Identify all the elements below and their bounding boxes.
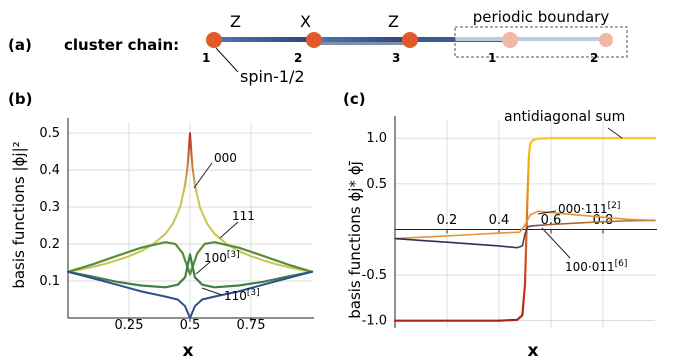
- c-annotation-000-111: 000·111[2]: [558, 201, 620, 216]
- site-number-2: 2: [294, 51, 302, 65]
- panel-a-label: (a): [8, 36, 32, 54]
- spin-pointer-line: [215, 47, 239, 73]
- b-y-tick-label-0: 0.1: [39, 274, 60, 289]
- site-node-1: [206, 32, 222, 48]
- chain-bonds: [214, 37, 605, 45]
- panel-c-series: [393, 137, 657, 322]
- panel-b-xlabel: x: [183, 341, 194, 361]
- c-y-tick-label-3: 1.0: [366, 131, 387, 146]
- c-y-tick-label-0: -1.0: [362, 314, 387, 329]
- site-node-3: [402, 32, 418, 48]
- ghost-node-2: [599, 33, 613, 47]
- panel-c-annotations: antidiagonal sum 000·111[2] 100·011[6]: [504, 109, 627, 274]
- b-annotation-leader-100: [195, 261, 211, 275]
- c-series-antidiagonal-sum: [393, 137, 657, 322]
- b-y-tick-label-2: 0.3: [39, 200, 60, 215]
- bond-2-3b: [314, 42, 410, 45]
- b-series-000: [67, 132, 313, 273]
- site-node-2: [306, 32, 322, 48]
- b-series-110-3-: [67, 270, 313, 319]
- panel-c-ylabel: basis functions ϕj* ϕj̄: [346, 161, 364, 319]
- panel-c-tick-labels: 0.2 0.4 0.6 0.8-1.0-0.50.51.0: [362, 131, 614, 328]
- b-series-100-3-: [66, 253, 314, 289]
- operator-x: X: [300, 12, 311, 31]
- panel-c-label: (c): [343, 90, 366, 108]
- b-x-tick-label-2: 0.75: [237, 318, 266, 333]
- b-y-tick-label-3: 0.4: [39, 163, 60, 178]
- ghost-node-1: [502, 32, 518, 48]
- c-annotation-leader-000-111: [537, 210, 557, 215]
- panel-a: (a) cluster chain: periodic boundary Z X…: [8, 8, 628, 86]
- periodic-boundary-box: [454, 26, 628, 58]
- c-series-100-011-6-: [394, 219, 656, 249]
- b-y-tick-label-4: 0.5: [39, 126, 60, 141]
- operator-z-1: Z: [230, 12, 241, 31]
- c-x-tick-label-0: 0.2: [437, 213, 458, 228]
- panel-b-grid: [68, 122, 312, 318]
- panel-b-ylabel: basis functions |ϕj|²: [10, 141, 28, 288]
- bond-1-2: [214, 37, 314, 42]
- b-annotation-leader-110: [201, 287, 223, 296]
- c-series-000-111-2-: [394, 210, 656, 240]
- c-annotation-100-011: 100·011[6]: [565, 259, 627, 274]
- panel-b-annotations: 000 111 100[3] 110[3]: [193, 151, 260, 303]
- b-annotation-110: 110[3]: [224, 288, 260, 303]
- panel-c-xlabel: x: [528, 341, 539, 361]
- operator-z-2: Z: [388, 12, 399, 31]
- b-x-tick-label-0: 0.25: [115, 318, 144, 333]
- periodic-boundary-label: periodic boundary: [473, 8, 610, 26]
- panel-a-title: cluster chain:: [64, 36, 179, 54]
- b-x-tick-label-1: 0.5: [180, 318, 201, 333]
- ghost-bond: [455, 37, 605, 41]
- site-number-1: 1: [202, 51, 210, 65]
- panel-b: (b) basis functions |ϕj|² x 0.25 0.5 0.750…: [8, 90, 314, 361]
- c-y-tick-label-1: -0.5: [362, 268, 387, 283]
- panel-b-tick-labels: 0.25 0.5 0.75 0.1 0.2 0.3 0.4 0.5: [39, 126, 265, 333]
- c-y-tick-label-2: 0.5: [366, 177, 387, 192]
- b-annotation-111: 111: [232, 209, 255, 223]
- b-annotation-leader-000: [193, 162, 213, 189]
- spin-label: spin-1/2: [240, 67, 305, 86]
- site-number-3: 3: [392, 51, 400, 65]
- bond-2-3a: [314, 37, 410, 42]
- b-annotation-100: 100[3]: [204, 250, 240, 265]
- b-y-tick-label-1: 0.2: [39, 237, 60, 252]
- panel-c: (c) basis functions ϕj* ϕj̄ x 0.2 0.4 0.6 0…: [343, 90, 657, 361]
- c-annotation-leader-100-011: [541, 227, 571, 259]
- c-annotation-antidiagonal-sum: antidiagonal sum: [504, 109, 625, 125]
- ghost-site-number-1: 1: [488, 51, 496, 65]
- b-series-111: [66, 241, 314, 276]
- c-x-tick-label-1: 0.4: [489, 213, 510, 228]
- panel-b-series: [66, 132, 314, 319]
- b-annotation-leader-111: [219, 221, 239, 239]
- c-annotation-leader-sum: [607, 127, 623, 139]
- panel-b-label: (b): [8, 90, 32, 108]
- ghost-site-number-2: 2: [590, 51, 598, 65]
- b-annotation-000: 000: [214, 151, 237, 165]
